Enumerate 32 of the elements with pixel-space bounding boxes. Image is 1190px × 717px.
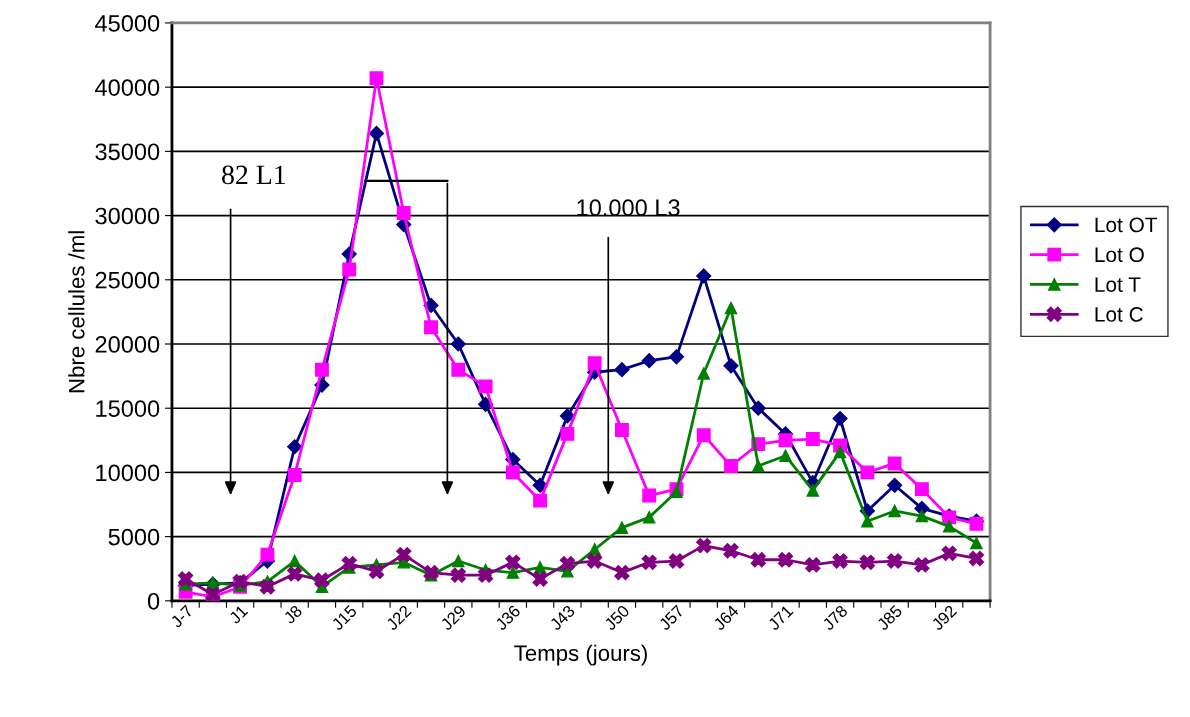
x-tick-label: J1 bbox=[228, 604, 249, 625]
x-tick-label: J-7 bbox=[169, 604, 194, 629]
x-tick-label: J71 bbox=[767, 604, 794, 632]
y-tick-label: 20000 bbox=[95, 336, 160, 353]
x-tick-label: J57 bbox=[658, 604, 685, 632]
y-tick-label: 35000 bbox=[95, 143, 160, 161]
legend-label: Lot C bbox=[1095, 307, 1143, 322]
x-tick-label: J78 bbox=[821, 604, 849, 632]
x-tick-label: J36 bbox=[494, 604, 521, 632]
y-tick-label: 25000 bbox=[95, 271, 160, 289]
annotation: 82 L1 bbox=[222, 165, 285, 185]
y-tick-label: 30000 bbox=[95, 207, 160, 225]
y-tick-label: 40000 bbox=[95, 79, 160, 96]
x-tick-label: J22 bbox=[385, 604, 412, 632]
x-tick-label: J92 bbox=[930, 604, 958, 632]
legend-label: Lot OT bbox=[1095, 217, 1158, 233]
x-tick-label: J50 bbox=[603, 604, 631, 632]
y-tick-label: 10000 bbox=[96, 464, 160, 482]
y-tick-label: 0 bbox=[147, 592, 160, 610]
x-tick-label: J8 bbox=[282, 604, 303, 625]
x-tick-label: J29 bbox=[439, 604, 467, 632]
y-tick-label: 45000 bbox=[95, 15, 160, 32]
x-tick-label: J15 bbox=[330, 604, 358, 632]
x-axis-title: Temps (jours) bbox=[514, 644, 647, 666]
legend-label: Lot O bbox=[1095, 247, 1144, 263]
y-tick-label: 15000 bbox=[96, 400, 160, 417]
y-axis-title: Nbre cellules /ml bbox=[68, 231, 85, 393]
x-tick-label: J64 bbox=[712, 604, 740, 632]
y-tick-label: 5000 bbox=[108, 528, 160, 546]
x-tick-label: J43 bbox=[548, 604, 576, 632]
x-tick-label: J85 bbox=[876, 604, 903, 632]
legend-label: Lot T bbox=[1095, 277, 1141, 292]
